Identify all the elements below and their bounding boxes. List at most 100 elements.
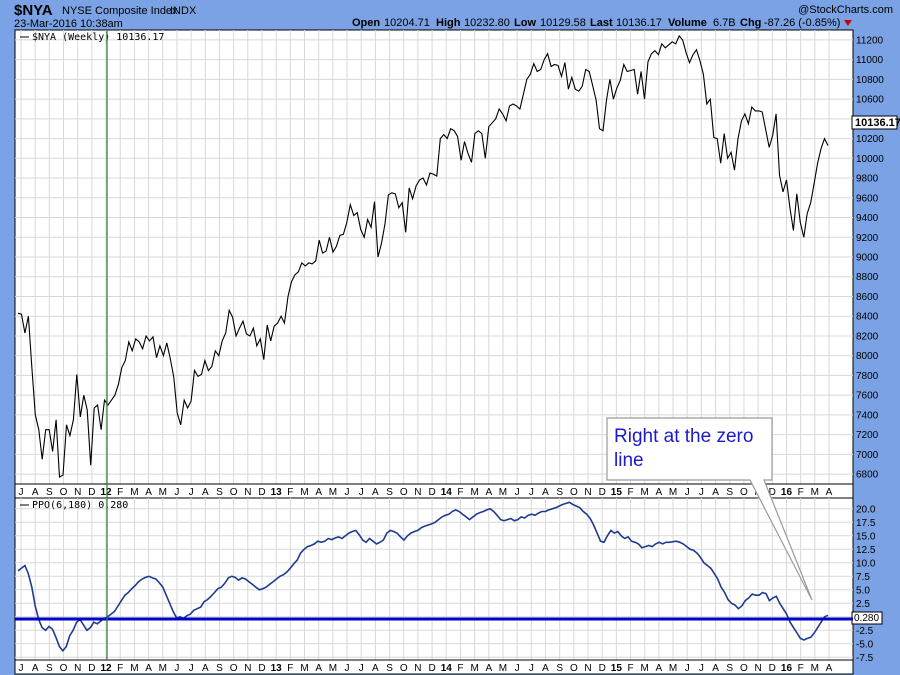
bottom-x-tick-label: M (669, 663, 677, 674)
bottom-x-tick-label: A (202, 663, 209, 674)
bottom-x-tick-label: J (19, 663, 24, 674)
price-y-tick-label: 6800 (856, 470, 879, 481)
mid-x-tick-label: F (798, 487, 804, 498)
mid-x-tick-label: N (74, 487, 81, 498)
bottom-x-tick-label: O (60, 663, 68, 674)
price-y-tick-label: 9000 (856, 253, 879, 264)
ppo-gridlines (15, 498, 853, 660)
bottom-x-tick-label: O (400, 663, 408, 674)
bottom-x-tick-label: S (46, 663, 53, 674)
mid-x-tick-label: J (359, 487, 364, 498)
price-y-tick-label: 7800 (856, 371, 879, 382)
bottom-x-tick-label: A (485, 663, 492, 674)
mid-x-tick-label: O (230, 487, 238, 498)
bottom-x-tick-label: S (556, 663, 563, 674)
chg-label: Chg (740, 17, 761, 29)
bottom-x-tick-label: A (542, 663, 549, 674)
mid-x-tick-label: M (470, 487, 478, 498)
bottom-x-tick-label: M (499, 663, 507, 674)
mid-x-tick-label: F (287, 487, 293, 498)
bottom-x-tick-label: S (386, 663, 393, 674)
price-series-line (17, 34, 829, 479)
chart-header: $NYA NYSE Composite Index INDX 23-Mar-20… (14, 2, 893, 30)
bottom-x-tick-label: A (32, 663, 39, 674)
bottom-x-tick-label: J (515, 663, 520, 674)
mid-x-tick-label: F (117, 487, 123, 498)
mid-x-tick-label: S (556, 487, 563, 498)
ppo-y-tick-label: 15.0 (856, 531, 876, 542)
volume-value: 6.7B (713, 17, 736, 29)
mid-x-tick-label: D (769, 487, 776, 498)
bottom-x-tick-label: S (726, 663, 733, 674)
symbol-title: $NYA (14, 2, 53, 19)
mid-x-tick-label: N (584, 487, 591, 498)
bottom-x-tick-label: N (74, 663, 81, 674)
mid-x-tick-label: J (174, 487, 179, 498)
bottom-x-tick-label: 15 (611, 663, 623, 674)
mid-x-axis: J A S O N D 12 F M A M J J A S O N D 13 F M A M J J A S O N D 14 F M A M J J… (19, 487, 833, 498)
price-y-tick-label: 7200 (856, 430, 879, 441)
ppo-last-badge-value: 0.280 (854, 613, 879, 624)
bottom-x-tick-label: A (712, 663, 719, 674)
mid-x-tick-label: A (542, 487, 549, 498)
bottom-x-tick-label: J (189, 663, 194, 674)
bottom-x-tick-label: M (300, 663, 308, 674)
ppo-y-tick-label: 7.5 (856, 572, 870, 583)
annotation-text-line-2: line (614, 450, 644, 471)
mid-x-tick-label: M (300, 487, 308, 498)
bottom-x-tick-label: A (145, 663, 152, 674)
bottom-x-tick-label: D (599, 663, 606, 674)
mid-x-tick-label: F (457, 487, 463, 498)
bottom-x-tick-label: J (685, 663, 690, 674)
mid-x-tick-label: D (428, 487, 435, 498)
bottom-x-tick-label: M (641, 663, 649, 674)
mid-x-tick-label: D (258, 487, 265, 498)
bottom-x-axis: J A S O N D 12 F M A M J J A S O N D 13 F M A M J J A S O N D 14 F M A M J J… (19, 663, 833, 674)
bottom-x-tick-label: M (811, 663, 819, 674)
bottom-x-tick-label: A (372, 663, 379, 674)
bottom-x-tick-label: M (159, 663, 167, 674)
mid-x-tick-label: J (529, 487, 534, 498)
mid-x-tick-label: S (726, 487, 733, 498)
mid-x-tick-label: N (414, 487, 421, 498)
price-y-tick-label: 8000 (856, 351, 879, 362)
mid-x-tick-label: M (669, 487, 677, 498)
ppo-y-tick-label: 5.0 (856, 585, 870, 596)
bottom-x-tick-label: F (627, 663, 633, 674)
mid-x-tick-label: N (244, 487, 251, 498)
mid-x-tick-label: O (400, 487, 408, 498)
price-y-tick-label: 7400 (856, 410, 879, 421)
price-y-tick-label: 10800 (856, 75, 884, 86)
mid-x-tick-label: 13 (271, 487, 283, 498)
bottom-x-tick-label: M (130, 663, 138, 674)
mid-x-tick-label: M (641, 487, 649, 498)
bottom-x-tick-label: M (470, 663, 478, 674)
ppo-y-tick-label: -7.5 (856, 653, 874, 664)
ppo-y-tick-label: -5.0 (856, 639, 874, 650)
mid-x-tick-label: M (159, 487, 167, 498)
mid-x-tick-label: A (712, 487, 719, 498)
bottom-x-tick-label: 13 (271, 663, 283, 674)
bottom-x-tick-label: 12 (100, 663, 112, 674)
bottom-x-tick-label: N (244, 663, 251, 674)
bottom-x-tick-label: O (570, 663, 578, 674)
mid-x-tick-label: J (189, 487, 194, 498)
index-name: NYSE Composite Index (62, 5, 178, 17)
bottom-x-tick-label: J (174, 663, 179, 674)
mid-x-tick-label: M (499, 487, 507, 498)
bottom-x-tick-label: O (230, 663, 238, 674)
bottom-x-tick-label: A (826, 663, 833, 674)
volume-label: Volume (668, 17, 707, 29)
bottom-x-tick-label: F (287, 663, 293, 674)
bottom-x-tick-label: A (315, 663, 322, 674)
ppo-last-badge: 0.280 (851, 611, 883, 625)
bottom-x-tick-label: F (117, 663, 123, 674)
price-y-axis: 6800 7000 7200 7400 7600 7800 8000 8200 8400 8600… (856, 35, 884, 480)
price-y-tick-label: 7600 (856, 391, 879, 402)
mid-x-tick-label: M (329, 487, 337, 498)
ppo-panel: -7.5-5.0-2.50.02.55.07.510.012.515.017.5… (14, 497, 883, 664)
last-value: 10136.17 (616, 17, 662, 29)
price-y-tick-label: 9600 (856, 193, 879, 204)
mid-x-tick-label: 15 (611, 487, 623, 498)
